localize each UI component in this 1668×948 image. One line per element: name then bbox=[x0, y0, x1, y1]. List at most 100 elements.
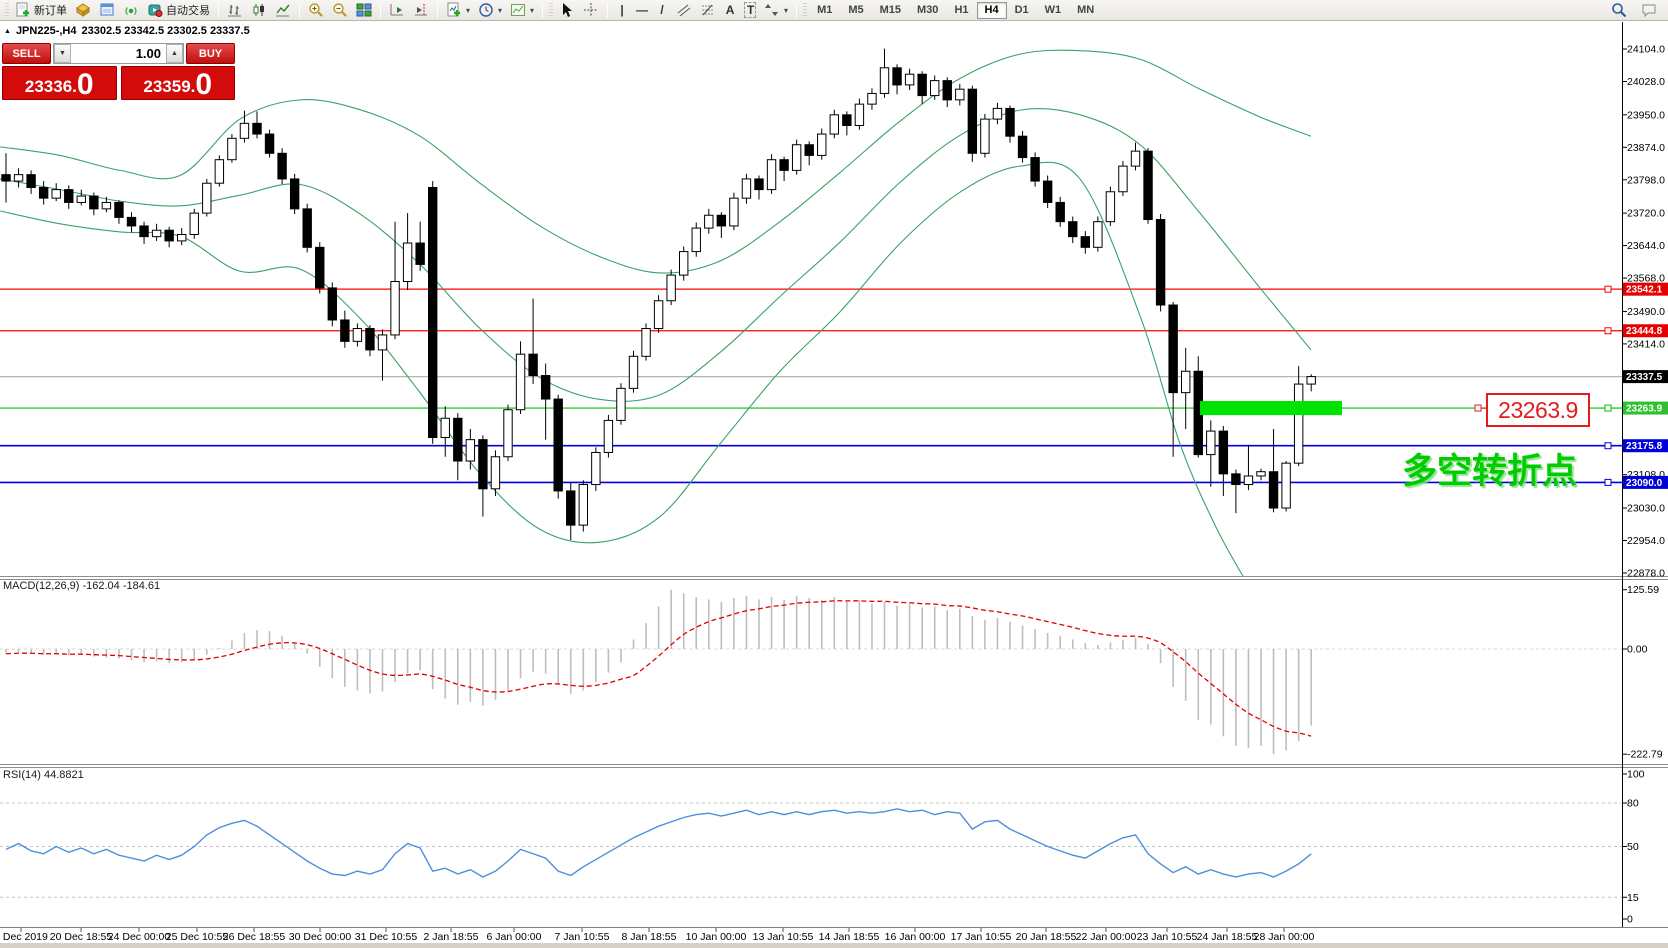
buy-button[interactable]: BUY bbox=[186, 43, 235, 64]
svg-text:23444.8: 23444.8 bbox=[1626, 326, 1663, 337]
time-tick: 10 Jan 00:00 bbox=[686, 931, 747, 943]
channel-tool-button[interactable] bbox=[672, 1, 696, 19]
zoom-out-button[interactable] bbox=[328, 1, 352, 19]
time-tick: 6 Jan 00:00 bbox=[487, 931, 542, 943]
line-chart-button[interactable] bbox=[271, 1, 295, 19]
zoom-in-button[interactable] bbox=[304, 1, 328, 19]
search-icon bbox=[1612, 3, 1627, 18]
price-badge bbox=[1623, 370, 1668, 384]
fibonacci-icon bbox=[702, 4, 714, 16]
chart-shift-icon bbox=[415, 4, 427, 16]
autotrade-label: 自动交易 bbox=[166, 5, 210, 17]
buy-price-dot: . bbox=[190, 77, 196, 96]
price-tick: 23644.0 bbox=[1627, 240, 1665, 252]
text-label-tool-button[interactable]: T bbox=[740, 1, 760, 19]
collapse-triangle-icon[interactable]: ▲ bbox=[4, 27, 11, 35]
buy-price-frac: 0 bbox=[195, 67, 213, 101]
timeframe-w1[interactable]: W1 bbox=[1044, 4, 1062, 16]
market-watch-icon bbox=[76, 3, 90, 17]
new-order-icon bbox=[16, 2, 29, 17]
timeframe-d1[interactable]: D1 bbox=[1014, 4, 1029, 16]
vline-tool-button[interactable]: | bbox=[620, 3, 624, 17]
autotrade-icon bbox=[148, 4, 163, 17]
sell-price-button[interactable]: 23336. 0 bbox=[2, 66, 117, 100]
time-tick: 22 Jan 00:00 bbox=[1076, 931, 1137, 943]
svg-text:23090.0: 23090.0 bbox=[1626, 478, 1663, 489]
volume-increase-button[interactable]: ▲ bbox=[166, 44, 183, 63]
sell-button[interactable]: SELL bbox=[2, 43, 51, 64]
search-button[interactable] bbox=[1607, 1, 1631, 19]
bar-chart-button[interactable] bbox=[223, 1, 247, 19]
timeframe-m30[interactable]: M30 bbox=[917, 4, 939, 16]
price-tick: 23798.0 bbox=[1627, 174, 1665, 186]
arrows-icon bbox=[765, 4, 779, 16]
volume-control: ▼ 1.00 ▲ bbox=[53, 43, 184, 64]
data-window-button[interactable] bbox=[95, 1, 119, 19]
separator bbox=[607, 2, 609, 18]
bollinger-lower bbox=[0, 161, 1244, 576]
new-order-label: 新订单 bbox=[34, 5, 67, 17]
symbol-ohlc-values: 23302.5 23342.5 23302.5 23337.5 bbox=[81, 25, 250, 37]
time-tick: 31 Dec 10:55 bbox=[355, 931, 418, 943]
market-watch-button[interactable] bbox=[71, 1, 95, 19]
timeframe-m5[interactable]: M5 bbox=[848, 4, 864, 16]
clock-icon bbox=[479, 3, 493, 17]
toolbar: 新订单 自动交易 bbox=[0, 0, 1668, 21]
timeframe-mn[interactable]: MN bbox=[1077, 4, 1095, 16]
timeframe-m1[interactable]: M1 bbox=[817, 4, 833, 16]
cursor-tool-button[interactable] bbox=[555, 1, 579, 19]
one-click-trading-panel: SELL ▼ 1.00 ▲ BUY 23336. 0 23359. 0 bbox=[2, 43, 235, 100]
volume-input[interactable]: 1.00 bbox=[135, 46, 161, 61]
time-tick: 30 Dec 00:00 bbox=[289, 931, 352, 943]
toolbar-grip bbox=[803, 2, 808, 18]
navigator-button[interactable] bbox=[119, 1, 143, 19]
candlestick-button[interactable] bbox=[247, 1, 271, 19]
volume-decrease-button[interactable]: ▼ bbox=[54, 44, 71, 63]
turning-point-note[interactable]: 多空转折点 bbox=[1402, 452, 1578, 491]
time-tick: 14 Jan 18:55 bbox=[819, 931, 880, 943]
trendline-tool-button[interactable]: / bbox=[660, 3, 664, 17]
arrows-tool-button[interactable]: ▾ bbox=[760, 1, 792, 19]
zoom-in-icon bbox=[309, 3, 323, 17]
time-tick: 13 Jan 10:55 bbox=[753, 931, 814, 943]
macd-label: MACD(12,26,9) -162.04 -184.61 bbox=[3, 580, 161, 592]
new-order-button[interactable]: 新订单 bbox=[11, 1, 71, 19]
hline-tool-button[interactable]: — bbox=[636, 3, 649, 17]
crosshair-tool-button[interactable] bbox=[579, 1, 603, 19]
autotrade-button[interactable]: 自动交易 bbox=[143, 1, 214, 19]
time-tick: 23 Jan 10:55 bbox=[1137, 931, 1198, 943]
price-callout-label[interactable]: 23263.9 bbox=[1486, 393, 1590, 427]
line-handle bbox=[1604, 478, 1612, 486]
price-tick: 23950.0 bbox=[1627, 109, 1665, 121]
macd-signal-line bbox=[5, 600, 1312, 737]
price-tick: 22954.0 bbox=[1627, 535, 1665, 547]
templates-button[interactable]: ▾ bbox=[506, 1, 538, 19]
svg-text:23542.1: 23542.1 bbox=[1626, 285, 1663, 296]
buy-price-button[interactable]: 23359. 0 bbox=[120, 66, 235, 101]
rsi-tick: 100 bbox=[1627, 769, 1645, 781]
timeframe-h1[interactable]: H1 bbox=[954, 4, 969, 16]
periods-button[interactable]: ▾ bbox=[474, 1, 506, 19]
tile-windows-icon bbox=[356, 3, 372, 17]
timeframe-h4[interactable]: H4 bbox=[976, 1, 1007, 19]
chart-shift-button[interactable] bbox=[409, 1, 433, 19]
svg-text:23175.8: 23175.8 bbox=[1626, 441, 1663, 452]
macd-tick: -222.79 bbox=[1627, 749, 1663, 761]
timeframe-m15[interactable]: M15 bbox=[879, 4, 902, 16]
cursor-icon bbox=[563, 3, 573, 17]
sell-price-main: 23336 bbox=[24, 77, 73, 96]
dropdown-caret: ▾ bbox=[498, 5, 503, 15]
price-tick: 24028.0 bbox=[1627, 76, 1665, 88]
text-tool-button[interactable]: A bbox=[725, 3, 735, 17]
chat-button[interactable] bbox=[1637, 1, 1661, 19]
fibonacci-tool-button[interactable] bbox=[696, 1, 720, 19]
rsi-tick: 80 bbox=[1627, 798, 1639, 810]
line-handle bbox=[1604, 442, 1612, 450]
auto-scroll-button[interactable] bbox=[385, 1, 409, 19]
macd-tick: 0.00 bbox=[1627, 644, 1648, 656]
price-tick: 22878.0 bbox=[1627, 568, 1665, 580]
tile-windows-button[interactable] bbox=[352, 1, 376, 19]
macd-pane bbox=[0, 589, 1622, 755]
indicators-button[interactable]: ▾ bbox=[442, 1, 474, 19]
